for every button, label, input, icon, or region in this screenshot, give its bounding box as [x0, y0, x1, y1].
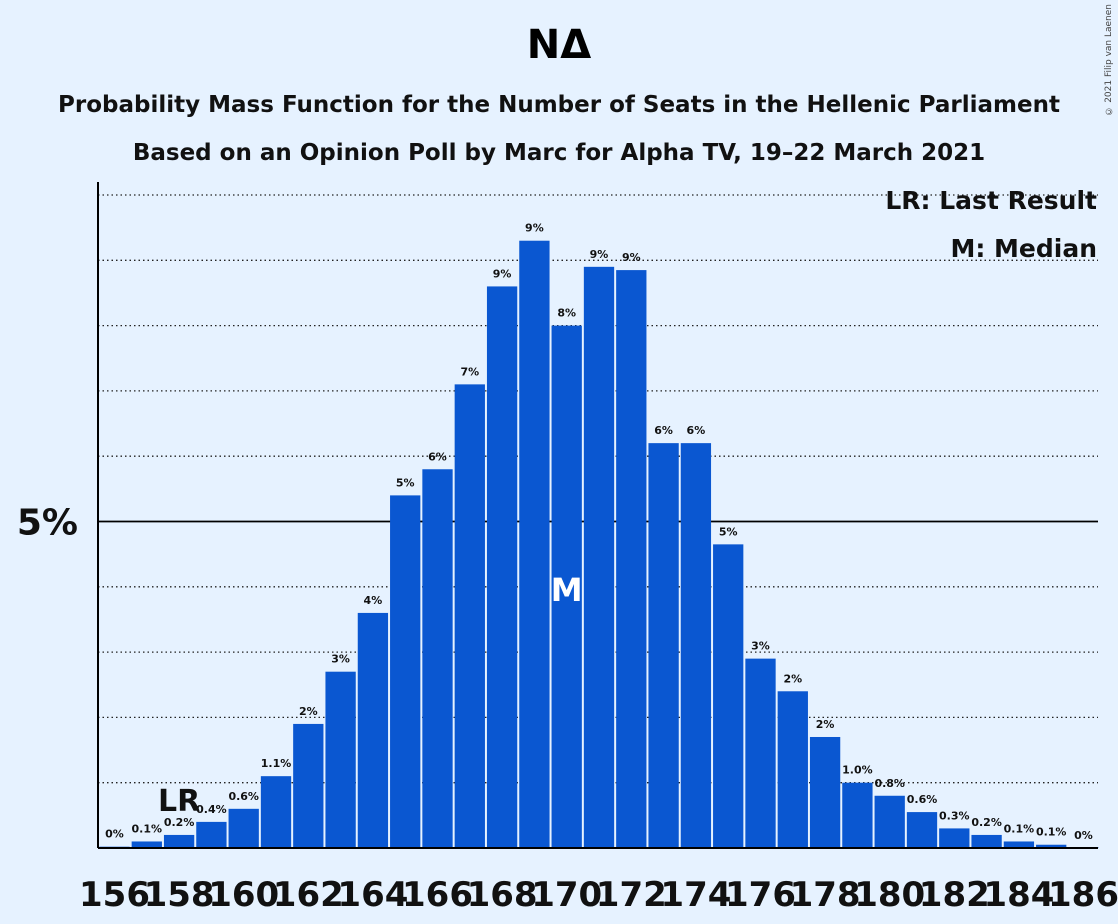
- x-tick-label: 174: [660, 875, 731, 915]
- bar-value-label: 9%: [622, 251, 641, 264]
- x-tick-label: 166: [402, 875, 473, 915]
- bar-value-label: 0%: [1074, 829, 1093, 842]
- bar-value-label: 2%: [299, 705, 318, 718]
- bar-168: [486, 286, 518, 848]
- bar-value-label: 0.1%: [1004, 822, 1035, 835]
- x-tick-label: 162: [273, 875, 344, 915]
- bar-value-label: 3%: [751, 640, 770, 653]
- bar-180: [874, 795, 905, 848]
- bar-value-label: 9%: [590, 248, 609, 261]
- bar-value-label: 0.2%: [164, 816, 195, 829]
- bar-159: [196, 821, 227, 848]
- x-tick-label: 160: [208, 875, 279, 915]
- y-tick-label: 5%: [17, 503, 78, 544]
- bar-value-label: 1.1%: [261, 757, 292, 770]
- bar-value-label: 0.1%: [1036, 826, 1067, 839]
- x-tick-label: 182: [919, 875, 990, 915]
- bar-178: [809, 736, 841, 848]
- bar-174: [680, 443, 712, 848]
- bar-170: [551, 325, 582, 849]
- bar-value-label: 5%: [719, 525, 738, 538]
- bar-value-label: 0%: [105, 828, 124, 841]
- bar-value-label: 9%: [493, 267, 512, 280]
- bar-157: [131, 841, 162, 848]
- bar-177: [777, 691, 808, 848]
- x-tick-label: 180: [854, 875, 925, 915]
- x-tick-label: 184: [983, 875, 1054, 915]
- bar-value-label: 1.0%: [842, 764, 873, 777]
- bar-158: [163, 834, 195, 848]
- x-tick-label: 186: [1048, 875, 1118, 915]
- x-tick-label: 170: [531, 875, 602, 915]
- x-tick-label: 178: [790, 875, 861, 915]
- bar-160: [228, 808, 259, 848]
- bar-value-label: 6%: [687, 424, 706, 437]
- bar-161: [260, 776, 292, 848]
- legend-entry: M: Median: [950, 234, 1097, 263]
- bar-value-label: 0.2%: [971, 816, 1002, 829]
- bar-184: [1003, 841, 1035, 848]
- bar-181: [906, 812, 938, 848]
- bar-value-label: 5%: [396, 476, 415, 489]
- x-tick-label: 172: [596, 875, 667, 915]
- x-tick-label: 164: [337, 875, 408, 915]
- chart-subtitle-line-1: Probability Mass Function for the Number…: [58, 92, 1060, 118]
- bar-166: [422, 469, 453, 848]
- bar-167: [454, 384, 485, 848]
- legend-entry: LR: Last Result: [885, 186, 1097, 215]
- bar-value-label: 6%: [428, 450, 447, 463]
- bar-164: [357, 612, 389, 848]
- bar-185: [1036, 844, 1067, 848]
- x-tick-label: 176: [725, 875, 796, 915]
- bar-value-label: 3%: [331, 653, 350, 666]
- bar-value-label: 0.8%: [874, 777, 905, 790]
- bar-value-label: 4%: [364, 594, 383, 607]
- bar-value-label: 9%: [525, 222, 544, 235]
- bar-162: [293, 723, 324, 848]
- bar-value-label: 0.1%: [132, 822, 163, 835]
- x-tick-label: 158: [144, 875, 215, 915]
- chart-subtitle-line-2: Based on an Opinion Poll by Marc for Alp…: [132, 140, 986, 166]
- chart-title: ΝΔ: [526, 22, 592, 68]
- bar-183: [971, 834, 1002, 848]
- bar-value-label: 0.6%: [907, 793, 938, 806]
- bar-182: [939, 828, 970, 848]
- bar-175: [713, 544, 744, 848]
- bar-value-label: 0.4%: [196, 803, 227, 816]
- last-result-marker: LR: [158, 784, 200, 819]
- bar-165: [390, 495, 421, 848]
- bar-173: [648, 443, 679, 848]
- bar-179: [842, 782, 873, 848]
- x-tick-label: 156: [79, 875, 150, 915]
- bar-value-label: 2%: [783, 672, 802, 685]
- bar-value-label: 0.3%: [939, 809, 970, 822]
- bar-value-label: 8%: [557, 307, 576, 320]
- x-tick-label: 168: [467, 875, 538, 915]
- bar-value-label: 6%: [654, 424, 673, 437]
- bar-176: [745, 658, 776, 848]
- median-marker: M: [551, 571, 583, 609]
- bar-163: [325, 671, 356, 848]
- bar-172: [616, 270, 647, 849]
- bar-value-label: 2%: [816, 718, 835, 731]
- bar-169: [519, 240, 550, 848]
- bar-171: [583, 266, 615, 849]
- bar-value-label: 0.6%: [228, 790, 259, 803]
- bar-value-label: 7%: [460, 365, 479, 378]
